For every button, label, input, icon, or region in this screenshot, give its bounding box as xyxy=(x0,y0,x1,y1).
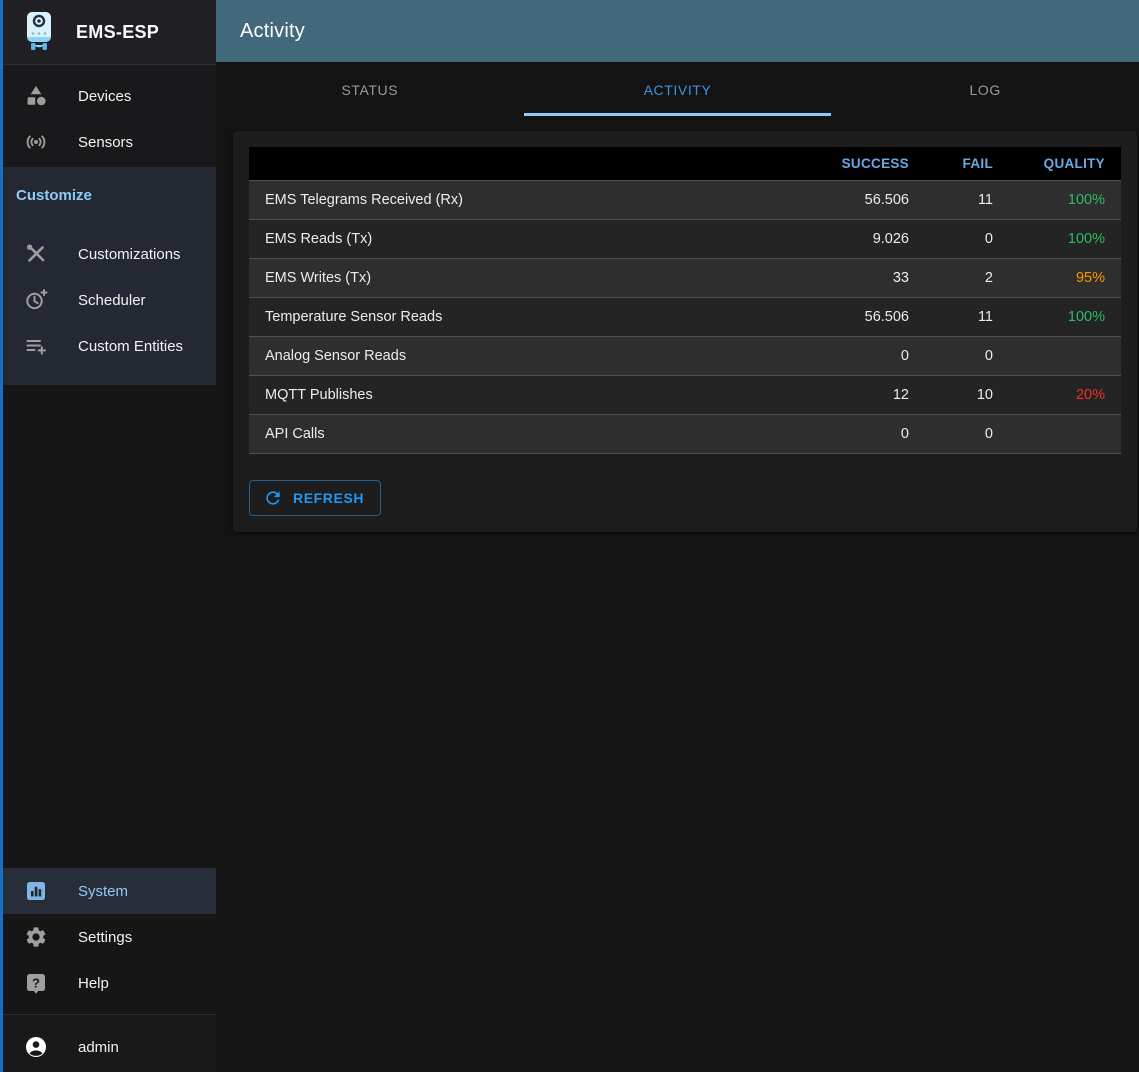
sidebar-item-label: Help xyxy=(78,974,109,992)
stat-quality: 20% xyxy=(1075,386,1105,403)
stat-name: EMS Reads (Tx) xyxy=(265,230,373,247)
clock-plus-icon xyxy=(24,288,48,312)
sidebar-item-admin[interactable]: admin xyxy=(0,1024,216,1070)
tab-status[interactable]: STATUS xyxy=(216,62,524,118)
sidebar-item-label: Custom Entities xyxy=(78,337,184,355)
bar-chart-icon xyxy=(24,879,48,903)
stat-name: MQTT Publishes xyxy=(265,386,373,403)
page-title: Activity xyxy=(240,19,305,42)
sidebar-item-scheduler[interactable]: Scheduler xyxy=(0,277,216,323)
sidebar-user-section: admin xyxy=(0,1015,216,1072)
sidebar: EMS-ESP Devices xyxy=(0,0,216,1072)
sidebar-item-label: Settings xyxy=(78,928,133,946)
sidebar-nav-bottom: System Settings ? Help xyxy=(0,868,216,1014)
stat-success: 0 xyxy=(900,425,909,442)
sidebar-spacer xyxy=(0,385,216,868)
table-row: EMS Writes (Tx) 33 2 95% xyxy=(249,258,1121,297)
customize-section-header: Customize xyxy=(16,187,92,204)
stat-fail: 2 xyxy=(984,269,993,286)
refresh-icon xyxy=(263,488,283,508)
stat-quality: 95% xyxy=(1075,269,1105,286)
sidebar-item-label: Devices xyxy=(78,87,132,105)
sidebar-item-devices[interactable]: Devices xyxy=(0,73,216,119)
table-row: MQTT Publishes 12 10 20% xyxy=(249,375,1121,414)
stat-success: 0 xyxy=(900,347,909,364)
svg-text:?: ? xyxy=(32,976,40,991)
account-circle-icon xyxy=(24,1035,48,1059)
stat-name: API Calls xyxy=(265,425,325,442)
stat-fail: 11 xyxy=(977,308,993,325)
sidebar-nav-primary: Devices Sensors xyxy=(0,65,216,167)
stat-success: 9.026 xyxy=(872,230,909,247)
stat-name: Analog Sensor Reads xyxy=(265,347,407,364)
stat-quality xyxy=(1009,414,1121,453)
help-icon: ? xyxy=(24,971,48,995)
tools-icon xyxy=(24,242,48,266)
table-header-row: SUCCESS FAIL QUALITY xyxy=(249,147,1121,180)
app-title: EMS-ESP xyxy=(76,21,160,42)
stat-name: Temperature Sensor Reads xyxy=(265,308,443,325)
sidebar-customize-section: Customize Customizations xyxy=(0,167,216,385)
sidebar-item-label: Scheduler xyxy=(78,291,146,309)
stat-fail: 11 xyxy=(977,191,993,208)
col-header-fail: FAIL xyxy=(925,147,1009,180)
activity-card: SUCCESS FAIL QUALITY EMS Telegrams Recei… xyxy=(233,131,1137,532)
sensors-icon xyxy=(24,130,48,154)
refresh-button[interactable]: REFRESH xyxy=(249,479,382,516)
stat-quality xyxy=(1009,336,1121,375)
table-row: EMS Telegrams Received (Rx) 56.506 11 10… xyxy=(249,180,1121,219)
col-header-success: SUCCESS xyxy=(813,147,925,180)
sidebar-item-sensors[interactable]: Sensors xyxy=(0,119,216,165)
table-row: API Calls 0 0 xyxy=(249,414,1121,453)
gear-icon xyxy=(24,925,48,949)
stat-fail: 0 xyxy=(984,230,993,247)
stat-success: 56.506 xyxy=(864,191,909,208)
playlist-add-icon xyxy=(24,334,48,358)
refresh-button-label: REFRESH xyxy=(293,489,365,506)
stat-success: 56.506 xyxy=(864,308,909,325)
table-row: Temperature Sensor Reads 56.506 11 100% xyxy=(249,297,1121,336)
appbar: Activity xyxy=(216,0,1139,62)
activity-table: SUCCESS FAIL QUALITY EMS Telegrams Recei… xyxy=(249,147,1121,454)
sidebar-item-label: Customizations xyxy=(78,245,181,263)
sidebar-divider xyxy=(0,1014,216,1015)
sidebar-item-help[interactable]: ? Help xyxy=(0,960,216,1006)
tab-bar: STATUS ACTIVITY LOG xyxy=(216,62,1139,118)
table-row: EMS Reads (Tx) 9.026 0 100% xyxy=(249,219,1121,258)
window-edge-accent xyxy=(0,0,3,1072)
stat-fail: 0 xyxy=(984,425,993,442)
sidebar-item-label: Sensors xyxy=(78,133,134,151)
app-logo-row[interactable]: EMS-ESP xyxy=(0,0,216,65)
sidebar-item-settings[interactable]: Settings xyxy=(0,914,216,960)
table-row: Analog Sensor Reads 0 0 xyxy=(249,336,1121,375)
stat-quality: 100% xyxy=(1067,308,1105,325)
stat-quality: 100% xyxy=(1067,230,1105,247)
tab-log[interactable]: LOG xyxy=(831,62,1139,118)
tab-activity[interactable]: ACTIVITY xyxy=(523,62,832,118)
stat-success: 12 xyxy=(892,386,909,403)
col-header-name xyxy=(249,147,813,180)
sidebar-item-custom-entities[interactable]: Custom Entities xyxy=(0,323,216,369)
stat-name: EMS Writes (Tx) xyxy=(265,269,372,286)
sidebar-item-customizations[interactable]: Customizations xyxy=(0,231,216,277)
category-icon xyxy=(24,84,48,108)
main-content: Activity STATUS ACTIVITY LOG SUCCESS FAI… xyxy=(216,0,1139,1072)
sidebar-item-system[interactable]: System xyxy=(0,868,216,914)
user-name-label: admin xyxy=(78,1038,119,1056)
stat-quality: 100% xyxy=(1067,191,1105,208)
stat-fail: 0 xyxy=(984,347,993,364)
sidebar-item-label: System xyxy=(78,882,129,900)
boiler-logo-icon xyxy=(22,11,56,53)
stat-fail: 10 xyxy=(976,386,993,403)
stat-name: EMS Telegrams Received (Rx) xyxy=(265,191,463,208)
stat-success: 33 xyxy=(892,269,909,286)
col-header-quality: QUALITY xyxy=(1009,147,1121,180)
